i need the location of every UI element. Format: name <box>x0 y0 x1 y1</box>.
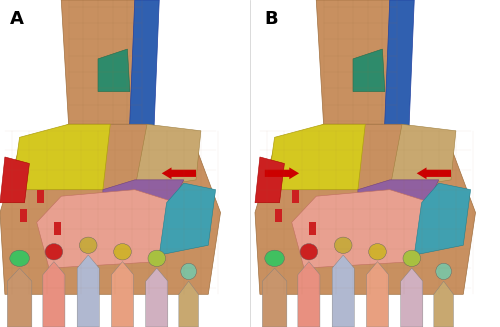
Polygon shape <box>390 124 456 190</box>
Ellipse shape <box>403 250 420 267</box>
FancyArrow shape <box>162 167 196 179</box>
Polygon shape <box>128 0 159 180</box>
Polygon shape <box>0 124 220 294</box>
Bar <box>274 209 282 222</box>
FancyArrow shape <box>265 167 299 179</box>
Polygon shape <box>298 262 320 327</box>
Ellipse shape <box>10 250 29 267</box>
Polygon shape <box>353 49 385 92</box>
Polygon shape <box>262 268 287 327</box>
Polygon shape <box>316 0 397 124</box>
Polygon shape <box>12 124 110 190</box>
Ellipse shape <box>80 237 97 253</box>
Text: B: B <box>265 10 278 28</box>
Polygon shape <box>366 262 388 327</box>
Text: A: A <box>10 10 24 28</box>
FancyArrow shape <box>416 167 451 179</box>
Polygon shape <box>103 180 184 216</box>
Bar <box>20 209 27 222</box>
Polygon shape <box>292 190 432 268</box>
Ellipse shape <box>114 244 132 260</box>
Polygon shape <box>414 183 470 255</box>
Bar <box>0 0 245 327</box>
Ellipse shape <box>181 263 196 280</box>
Polygon shape <box>382 0 414 180</box>
Polygon shape <box>61 0 142 124</box>
Polygon shape <box>159 183 216 255</box>
Ellipse shape <box>368 244 386 260</box>
Bar <box>54 222 61 235</box>
Polygon shape <box>255 124 476 294</box>
Polygon shape <box>146 268 168 327</box>
Polygon shape <box>358 180 439 216</box>
Polygon shape <box>255 157 284 203</box>
Polygon shape <box>332 255 354 327</box>
Polygon shape <box>8 268 32 327</box>
Polygon shape <box>0 157 30 203</box>
Bar <box>309 222 316 235</box>
Ellipse shape <box>334 237 352 253</box>
Polygon shape <box>37 190 176 268</box>
Bar <box>37 190 44 203</box>
Polygon shape <box>98 49 130 92</box>
Ellipse shape <box>148 250 166 267</box>
Polygon shape <box>135 124 201 190</box>
Polygon shape <box>112 262 134 327</box>
Polygon shape <box>401 268 423 327</box>
Polygon shape <box>434 281 454 327</box>
Ellipse shape <box>265 250 284 267</box>
Ellipse shape <box>45 244 62 260</box>
Polygon shape <box>43 262 65 327</box>
Bar <box>255 0 500 327</box>
Polygon shape <box>179 281 199 327</box>
Polygon shape <box>77 255 99 327</box>
Ellipse shape <box>436 263 452 280</box>
Bar <box>292 190 299 203</box>
Ellipse shape <box>300 244 318 260</box>
Polygon shape <box>267 124 365 190</box>
